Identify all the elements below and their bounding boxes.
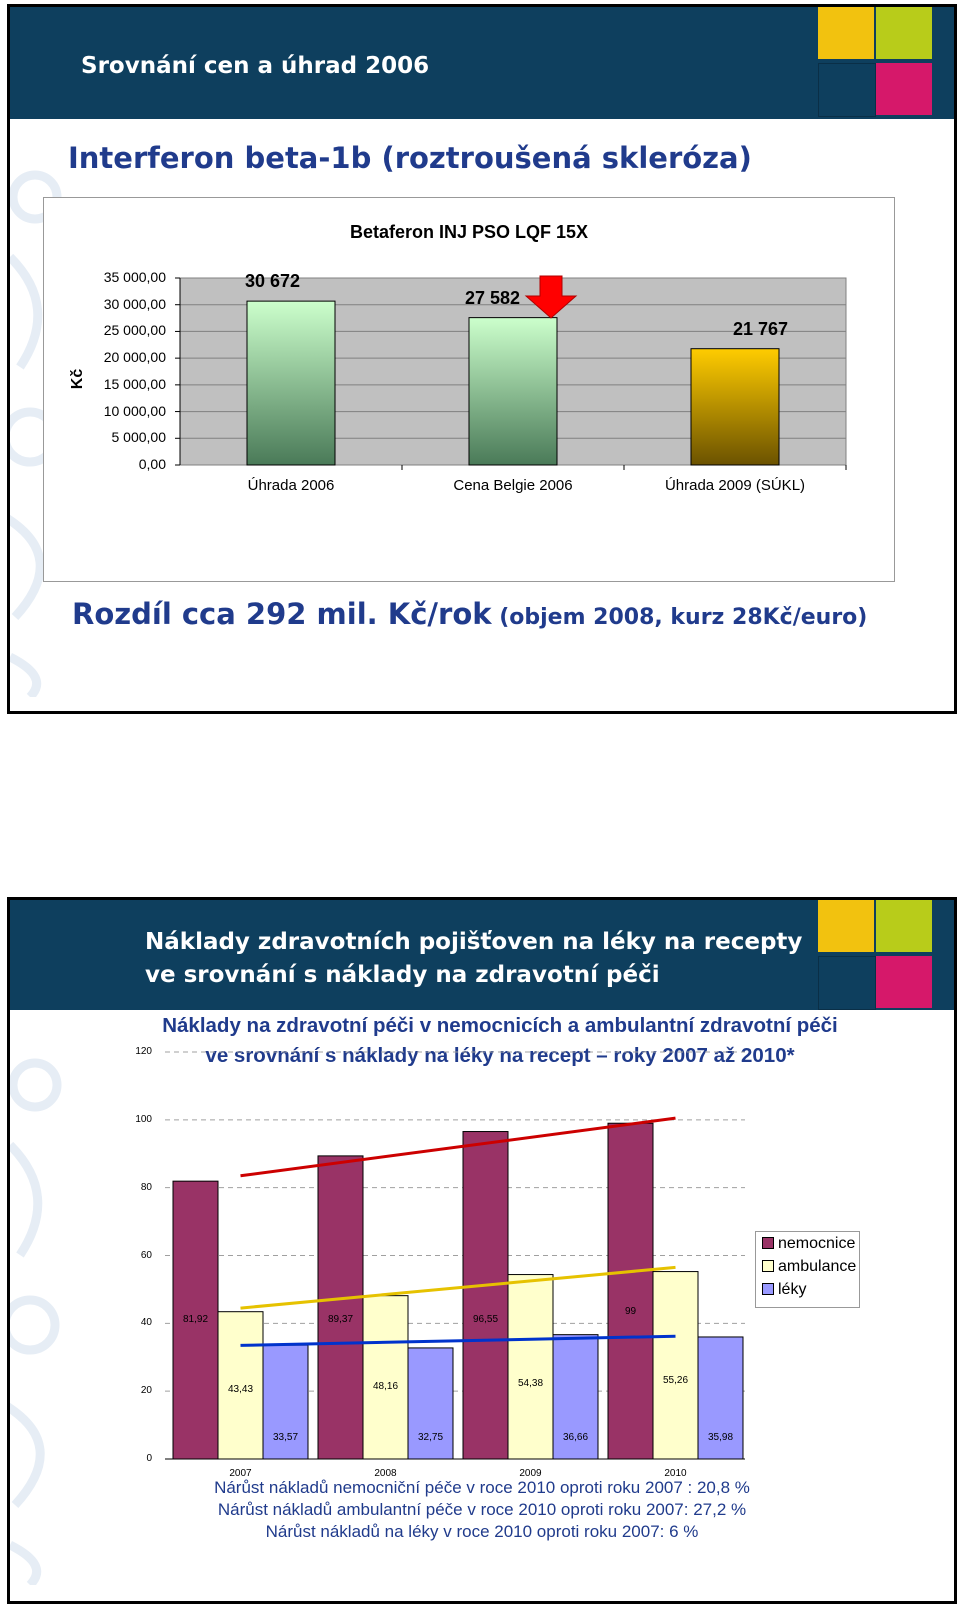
y-tick-label: 30 000,00 xyxy=(103,295,166,312)
y-tick-label: 10 000,00 xyxy=(103,402,166,419)
bar-2 xyxy=(690,348,780,466)
y-tick-label: 20 000,00 xyxy=(103,349,166,366)
decor-square-magenta xyxy=(876,63,932,115)
chart-plot-area xyxy=(175,275,847,470)
slide-cost-comparison: Náklady zdravotních pojišťoven na léky n… xyxy=(7,897,957,1604)
y-tick-label: 40 xyxy=(140,1317,152,1329)
bar-nemocnice-2009 xyxy=(462,1131,509,1460)
y-tick-label: 60 xyxy=(140,1249,152,1261)
header-title: Náklady zdravotních pojišťoven na léky n… xyxy=(145,926,802,992)
trendline-léky xyxy=(240,1334,676,1347)
bar-ambulance-2009 xyxy=(507,1274,554,1460)
bar-léky-2008 xyxy=(407,1347,454,1460)
data-label: 36,66 xyxy=(562,1432,589,1443)
data-label: 96,55 xyxy=(472,1314,499,1325)
header-title-line2: ve srovnání s náklady na zdravotní péči xyxy=(145,962,660,988)
legend-item-leky: léky xyxy=(762,1281,806,1299)
header-title: Srovnání cen a úhrad 2006 xyxy=(81,53,430,79)
x-tick-label: 2008 xyxy=(374,1468,397,1479)
slide-header: Náklady zdravotních pojišťoven na léky n… xyxy=(10,900,954,1010)
slide-header: Srovnání cen a úhrad 2006 xyxy=(10,7,954,119)
x-tick-label: 2007 xyxy=(229,1468,252,1479)
decor-square-green xyxy=(876,7,932,59)
bar-0 xyxy=(246,300,336,466)
difference-detail: (objem 2008, kurz 28Kč/euro) xyxy=(491,605,868,630)
y-tick-label: 80 xyxy=(140,1181,152,1193)
y-tick-label: 0,00 xyxy=(138,456,166,472)
legend-swatch xyxy=(762,1236,774,1249)
bar-léky-2009 xyxy=(552,1334,599,1460)
bar-léky-2010 xyxy=(697,1336,744,1460)
chart-title-line2: ve srovnání s náklady na léky na recept … xyxy=(205,1044,795,1067)
bar-1 xyxy=(468,317,558,466)
header-title-line1: Náklady zdravotních pojišťoven na léky n… xyxy=(145,929,803,955)
decor-square-navy xyxy=(818,63,876,117)
y-tick-label: 35 000,00 xyxy=(103,269,166,285)
legend-item-ambulance: ambulance xyxy=(762,1258,856,1276)
data-label: 48,16 xyxy=(372,1381,399,1392)
data-label: 35,98 xyxy=(707,1432,734,1443)
decor-square-magenta xyxy=(876,956,932,1008)
legend-item-nemocnice: nemocnice xyxy=(762,1235,855,1253)
data-label: 32,75 xyxy=(417,1432,444,1443)
data-label: 43,43 xyxy=(227,1384,254,1395)
legend-swatch xyxy=(762,1282,774,1295)
decor-square-navy xyxy=(818,956,876,1010)
y-tick-label: 20 xyxy=(140,1385,152,1397)
y-tick-label: 0 xyxy=(146,1453,152,1464)
bar-nemocnice-2010 xyxy=(607,1122,654,1460)
data-label: 21 767 xyxy=(733,318,789,339)
data-label: 54,38 xyxy=(517,1378,544,1389)
data-label: 33,57 xyxy=(272,1432,299,1443)
background-swirl-decor xyxy=(10,1058,62,1585)
data-label: 99 xyxy=(624,1306,637,1317)
data-label: 30 672 xyxy=(245,271,301,292)
trendline-nemocnice xyxy=(240,1116,676,1178)
note-leky: Nárůst nákladů na léky v roce 2010 oprot… xyxy=(265,1522,699,1541)
decor-square-yellow xyxy=(818,900,874,952)
bar-nemocnice-2007 xyxy=(172,1180,219,1460)
x-tick-label: Cena Belgie 2006 xyxy=(453,477,573,494)
chart-plot-area xyxy=(165,1051,745,1460)
difference-main: Rozdíl cca 292 mil. Kč/rok xyxy=(72,597,492,631)
y-tick-label: 100 xyxy=(135,1113,152,1125)
chart-title: Náklady na zdravotní péči v nemocnicích … xyxy=(110,1011,890,1071)
chart-title-line1: Náklady na zdravotní péči v nemocnicích … xyxy=(162,1014,838,1037)
y-tick-label: 120 xyxy=(135,1046,152,1057)
trendline-ambulance xyxy=(240,1265,676,1310)
bar-ambulance-2007 xyxy=(217,1311,264,1460)
bar-ambulance-2010 xyxy=(652,1271,699,1460)
bar-nemocnice-2008 xyxy=(317,1155,364,1460)
difference-note: Rozdíl cca 292 mil. Kč/rok (objem 2008, … xyxy=(72,597,867,631)
chart-title: Betaferon INJ PSO LQF 15X xyxy=(349,222,589,242)
x-tick-label: Úhrada 2009 (SÚKL) xyxy=(664,477,806,494)
decor-square-yellow xyxy=(818,7,874,59)
chart-betaferon: Betaferon INJ PSO LQF 15X Kč 0,00 5 000,0… xyxy=(43,197,895,582)
slide-price-comparison: Srovnání cen a úhrad 2006 Interferon bet… xyxy=(7,4,957,714)
x-tick-label: Úhrada 2006 xyxy=(247,477,335,494)
data-label: 81,92 xyxy=(182,1314,209,1325)
data-label: 27 582 xyxy=(465,287,521,308)
note-ambulance: Nárůst nákladů ambulantní péče v roce 20… xyxy=(217,1500,747,1519)
red-down-arrow-icon xyxy=(524,275,578,319)
data-label: 55,26 xyxy=(662,1375,689,1386)
chart-legend: nemocnice ambulance léky xyxy=(755,1231,860,1308)
decor-square-green xyxy=(876,900,932,952)
y-tick-label: 15 000,00 xyxy=(103,375,166,392)
y-tick-label: 5 000,00 xyxy=(111,429,167,446)
x-tick-label: 2009 xyxy=(519,1468,542,1479)
note-nemocnice: Nárůst nákladů nemocniční péče v roce 20… xyxy=(214,1478,750,1497)
y-tick-label: 25 000,00 xyxy=(103,322,166,339)
data-label: 89,37 xyxy=(327,1314,354,1325)
x-tick-label: 2010 xyxy=(664,1468,687,1479)
main-title: Interferon beta-1b (roztroušená skleróza… xyxy=(68,141,752,175)
legend-swatch xyxy=(762,1259,774,1272)
